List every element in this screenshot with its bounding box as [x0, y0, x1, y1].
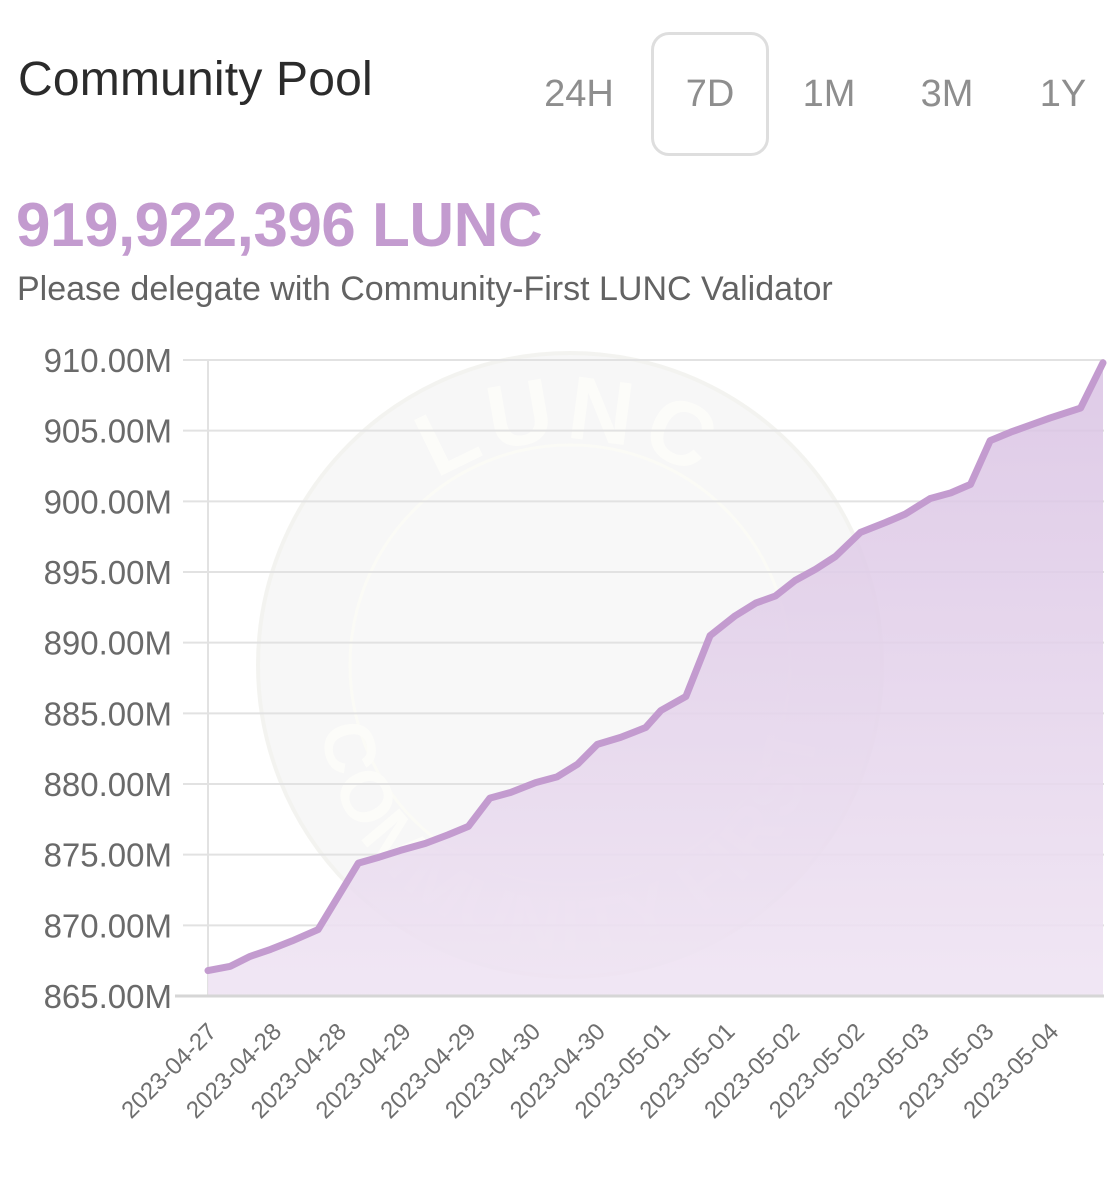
y-axis: 910.00M 905.00M 900.00M 895.00M 890.00M 885.0… [44, 342, 172, 1015]
y-tick-label: 865.00M [44, 978, 172, 1015]
community-pool-chart[interactable]: LUNC COMMUNITY FIRST 910.00M905.00M900.0… [0, 330, 1112, 1179]
y-tick-label: 900.00M [44, 483, 172, 520]
y-tick-label: 910.00M [44, 342, 172, 379]
y-tick-label: 870.00M [44, 907, 172, 944]
y-tick-label: 895.00M [44, 554, 172, 591]
pool-amount: 919,922,396 LUNC [16, 191, 543, 260]
time-range-tabs: 24H 7D 1M 3M 1Y [520, 32, 1112, 158]
y-tick-label: 890.00M [44, 625, 172, 662]
delegate-message: Please delegate with Community-First LUN… [17, 270, 833, 308]
tab-24h[interactable]: 24H [544, 72, 614, 115]
tab-1y[interactable]: 1Y [1039, 72, 1087, 115]
x-axis: 2023-04-272023-04-282023-04-282023-04-29… [116, 1018, 1064, 1124]
tab-3m[interactable]: 3M [920, 72, 974, 115]
y-tick-label: 880.00M [44, 766, 172, 803]
area-fill [208, 362, 1103, 996]
tab-7d[interactable]: 7D [651, 32, 769, 156]
y-tick-label: 875.00M [44, 837, 172, 874]
y-tick-label: 905.00M [44, 413, 172, 450]
y-tick-label: 885.00M [44, 695, 172, 732]
tab-1m[interactable]: 1M [802, 72, 856, 115]
data-line [204, 359, 1107, 975]
page-title: Community Pool [18, 53, 373, 106]
